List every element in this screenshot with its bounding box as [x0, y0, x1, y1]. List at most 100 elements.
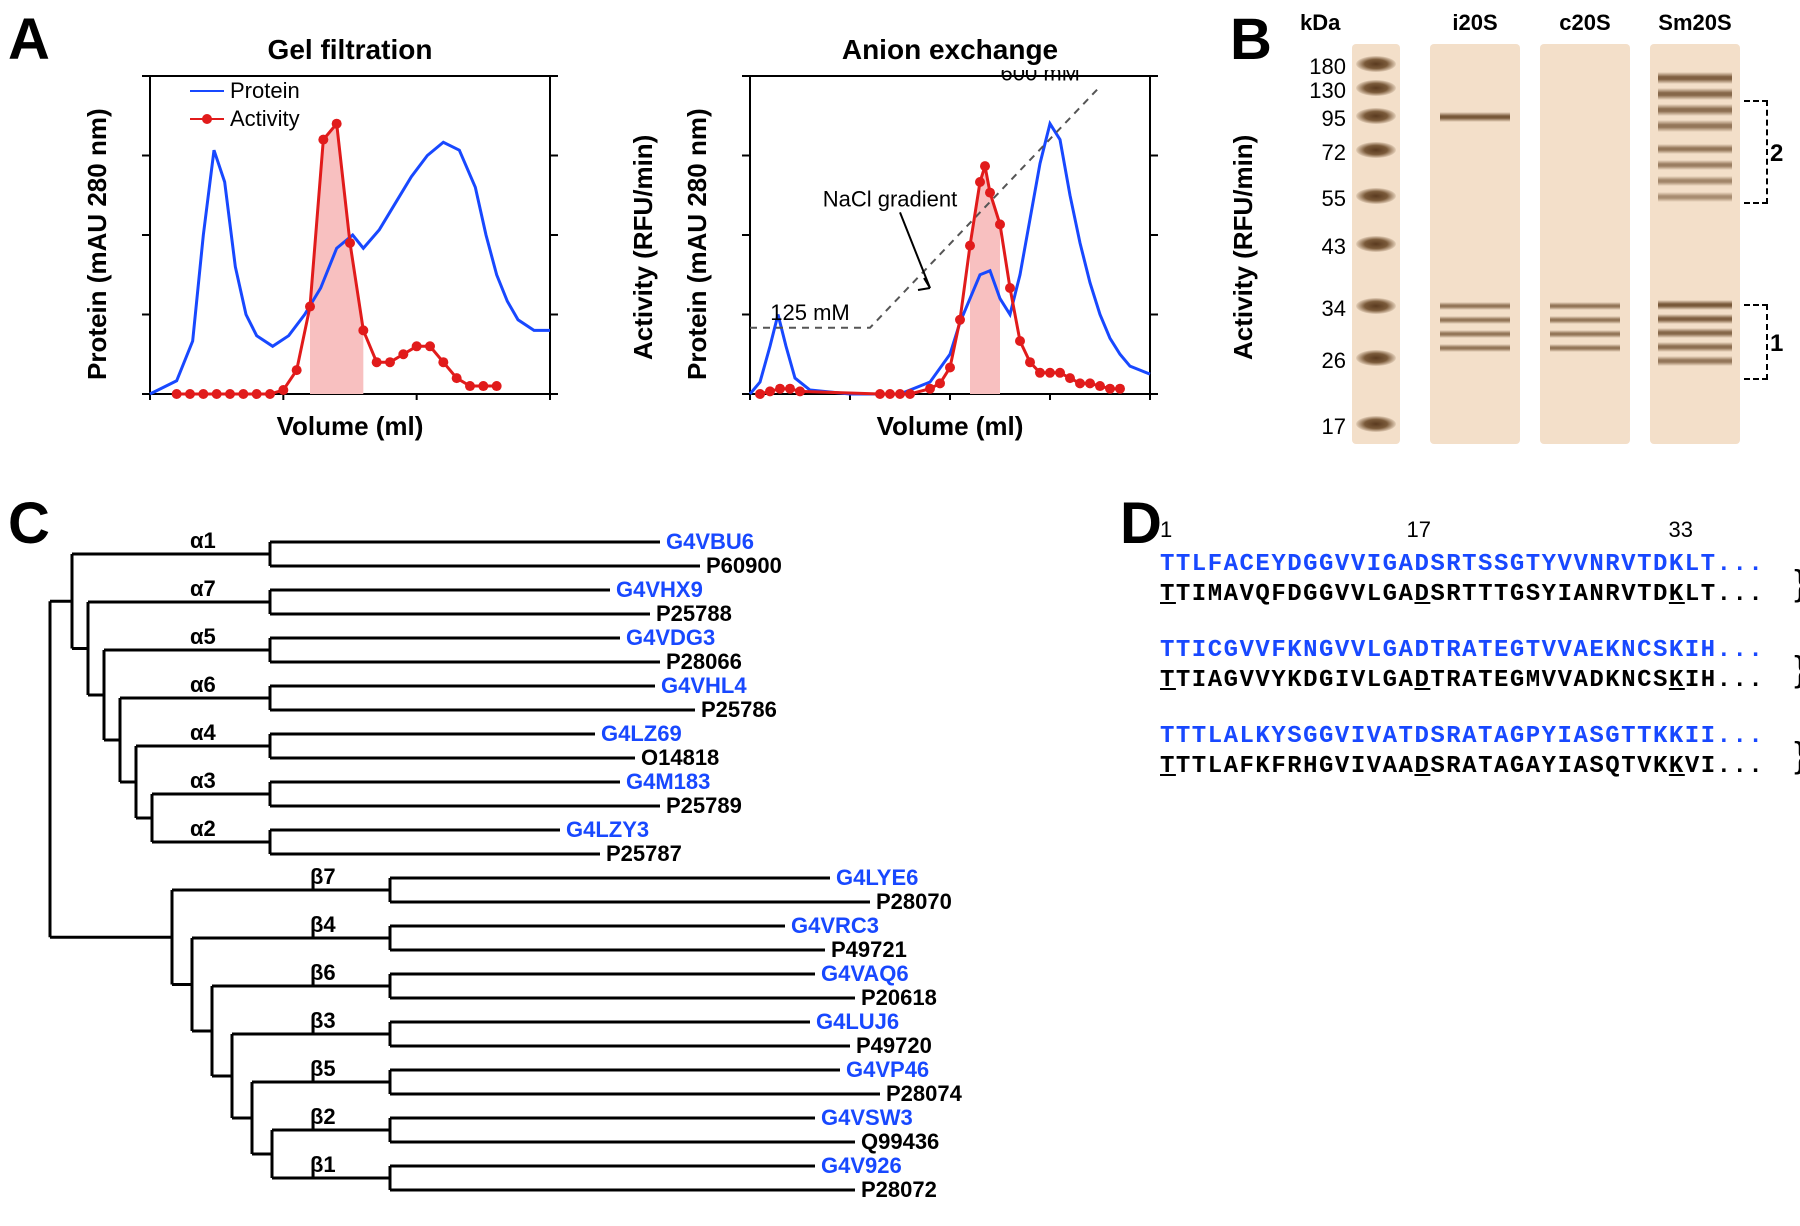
ylabel-left: Protein (mAU 280 nm) [682, 108, 713, 380]
ladder-band [1356, 80, 1396, 96]
legend-line-icon [190, 90, 224, 92]
alignment-pair-label: } β2 [1794, 646, 1800, 691]
svg-text:α1: α1 [190, 528, 216, 553]
gel-band [1658, 314, 1732, 324]
lane-header: c20S [1540, 10, 1630, 36]
gel-band [1658, 88, 1732, 100]
kda-tick: 130 [1300, 78, 1346, 104]
kda-tick: 72 [1300, 140, 1346, 166]
gel-band [1658, 160, 1732, 170]
ylabel-left: Protein (mAU 280 nm) [82, 108, 113, 380]
svg-text:P60900: P60900 [706, 553, 782, 578]
figure-root: A B C D Gel filtration Protein (mAU 280 … [0, 0, 1800, 1226]
svg-text:600 mM: 600 mM [1001, 70, 1080, 86]
svg-text:β1: β1 [310, 1152, 336, 1177]
ladder-band [1356, 188, 1396, 204]
svg-text:G4LUJ6: G4LUJ6 [816, 1009, 899, 1034]
svg-text:G4LZY3: G4LZY3 [566, 817, 649, 842]
legend-protein: Protein [190, 78, 300, 104]
svg-text:G4LZ69: G4LZ69 [601, 721, 682, 746]
svg-text:β4: β4 [310, 912, 336, 937]
svg-text:G4VRC3: G4VRC3 [791, 913, 879, 938]
kda-heading: kDa [1300, 10, 1340, 36]
alignment-pair-label: } β5 [1794, 732, 1800, 777]
ylabel-right: Activity (RFU/min) [1228, 135, 1259, 360]
svg-text:P25787: P25787 [606, 841, 682, 866]
gel-band [1550, 344, 1620, 352]
alignment-pair: TTTLALKYSGGVIVATDSRATAGPYIASGTTKKII...TT… [1160, 722, 1790, 782]
svg-text:β5: β5 [310, 1056, 336, 1081]
svg-text:P28070: P28070 [876, 889, 952, 914]
gel-band [1658, 144, 1732, 154]
lane-header: i20S [1430, 10, 1520, 36]
svg-text:P28066: P28066 [666, 649, 742, 674]
chart-svg: 01020304002468015304560125 mM600 mMNaCl … [740, 70, 1160, 400]
legend-label: Protein [230, 78, 300, 104]
svg-text:α5: α5 [190, 624, 216, 649]
gel-band [1658, 120, 1732, 132]
ladder-band [1356, 298, 1396, 314]
ladder-band [1356, 56, 1396, 72]
gel-lane-i20s: i20S [1430, 44, 1520, 444]
bracket-1 [1744, 304, 1768, 380]
bracket-2 [1744, 100, 1768, 204]
svg-text:β6: β6 [310, 960, 336, 985]
svg-text:G4VAQ6: G4VAQ6 [821, 961, 909, 986]
gel-band [1658, 192, 1732, 202]
alignment-pair: TTLFACEYDGGVVIGADSRTSSGTYVVNRVTDKLT...TT… [1160, 550, 1790, 610]
ladder-band [1356, 142, 1396, 158]
alignment-pair: TTICGVVFKNGVVLGADTRATEGTVVAEKNCSKIH...TT… [1160, 636, 1790, 696]
alignment-seq-sm: TTLFACEYDGGVVIGADSRTSSGTYVVNRVTDKLT... [1160, 550, 1790, 580]
svg-text:P25788: P25788 [656, 601, 732, 626]
svg-text:P20618: P20618 [861, 985, 937, 1010]
panel-c-tree: α1G4VBU6P60900α7G4VHX9P25788α5G4VDG3P280… [40, 510, 1100, 1210]
kda-tick: 26 [1300, 348, 1346, 374]
alignment-ruler: 11733 [1160, 516, 1790, 544]
chart-gel-filtration: Gel filtration Protein (mAU 280 nm) Acti… [140, 70, 560, 400]
svg-text:β3: β3 [310, 1008, 336, 1033]
svg-text:G4VHL4: G4VHL4 [661, 673, 747, 698]
xlabel: Volume (ml) [740, 411, 1160, 442]
svg-text:G4VP46: G4VP46 [846, 1057, 929, 1082]
gel-band [1658, 300, 1732, 310]
svg-text:α4: α4 [190, 720, 217, 745]
kda-tick: 17 [1300, 414, 1346, 440]
alignment-seq-sm: TTICGVVFKNGVVLGADTRATEGTVVAEKNCSKIH... [1160, 636, 1790, 666]
legend-marker-wrap [190, 113, 224, 125]
ladder-band [1356, 416, 1396, 432]
svg-text:α6: α6 [190, 672, 216, 697]
gel-band [1658, 328, 1732, 338]
svg-text:β7: β7 [310, 864, 336, 889]
panel-label-a: A [8, 6, 50, 73]
alignment-seq-hs: TTIAGVVYKDGIVLGADTRATEGMVVADKNCSKIH... [1160, 666, 1790, 696]
gel-band [1440, 344, 1510, 352]
panel-d-alignment: 11733 TTLFACEYDGGVVIGADSRTSSGTYVVNRVTDKLT… [1160, 516, 1790, 782]
kda-tick: 34 [1300, 296, 1346, 322]
svg-text:O14818: O14818 [641, 745, 719, 770]
svg-text:Q99436: Q99436 [861, 1129, 939, 1154]
alignment-seq-sm: TTTLALKYSGGVIVATDSRATAGPYIASGTTKKII... [1160, 722, 1790, 752]
svg-text:G4VHX9: G4VHX9 [616, 577, 703, 602]
gel-band [1550, 302, 1620, 310]
legend-activity: Activity [190, 106, 300, 132]
panel-label-d: D [1120, 490, 1162, 557]
svg-text:G4VSW3: G4VSW3 [821, 1105, 913, 1130]
svg-text:α7: α7 [190, 576, 216, 601]
chart-anion-exchange: Anion exchange Protein (mAU 280 nm) Acti… [740, 70, 1160, 400]
svg-text:P25789: P25789 [666, 793, 742, 818]
gel-band [1440, 112, 1510, 122]
gel-band [1550, 330, 1620, 338]
svg-text:P49721: P49721 [831, 937, 907, 962]
gel-lane-c20s: c20S [1540, 44, 1630, 444]
chart-title: Gel filtration [140, 34, 560, 66]
svg-text:P49720: P49720 [856, 1033, 932, 1058]
legend-label: Activity [230, 106, 300, 132]
svg-text:G4VDG3: G4VDG3 [626, 625, 715, 650]
svg-text:P28072: P28072 [861, 1177, 937, 1202]
svg-text:β2: β2 [310, 1104, 336, 1129]
ladder-band [1356, 236, 1396, 252]
svg-text:α2: α2 [190, 816, 216, 841]
svg-text:G4M183: G4M183 [626, 769, 710, 794]
gel-band [1658, 356, 1732, 366]
chart-title: Anion exchange [740, 34, 1160, 66]
